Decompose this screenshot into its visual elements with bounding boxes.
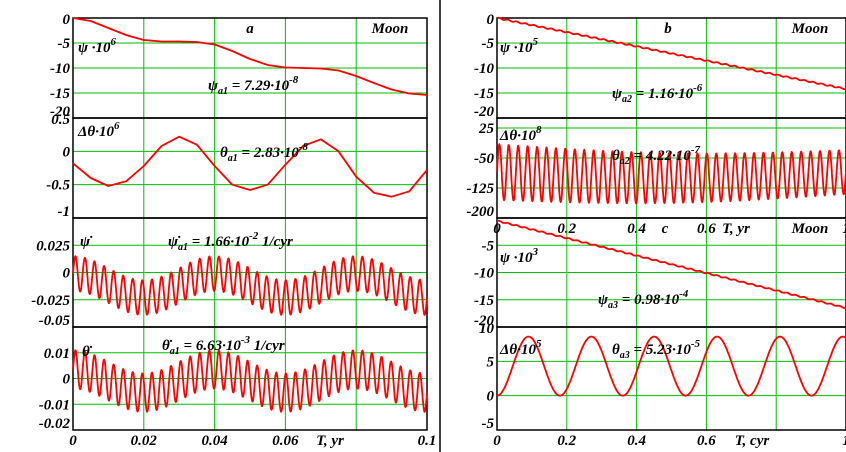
y-tick-label: 0.025	[36, 238, 70, 254]
series-line-c1	[496, 219, 846, 309]
y-axis-label: θ̇	[82, 344, 93, 360]
y-tick-label: -200	[467, 204, 495, 220]
plot-frame	[72, 117, 428, 219]
y-axis-label: Δθ·105	[499, 338, 542, 358]
panel-letter: a	[246, 21, 254, 37]
x-tick-label: 0.4	[627, 433, 646, 449]
y-tick-label: -0.025	[31, 293, 70, 309]
y-tick-label: 0	[63, 372, 71, 388]
body-label: Moon	[371, 21, 409, 37]
y-tick-label: 0	[63, 266, 71, 282]
series-line-a1	[72, 17, 428, 96]
series-line-a2	[72, 135, 428, 198]
y-axis-label: ψ ·105	[500, 36, 539, 56]
y-tick-label: 0	[487, 389, 495, 405]
plot-frame	[496, 326, 846, 431]
annotation: θa2 = 4.22·10-7	[612, 144, 701, 167]
x-axis-label: T, yr	[316, 433, 344, 449]
panel-c2	[496, 326, 846, 431]
y-tick-label: 0.5	[51, 112, 70, 128]
y-tick-label: -10	[474, 61, 494, 77]
y-tick-label: -0.05	[39, 313, 71, 329]
y-tick-label: -5	[482, 416, 495, 432]
annotation: θa3 = 5.23·10-5	[612, 338, 701, 361]
annotation: θa1 = 2.83·10-8	[220, 141, 309, 164]
y-tick-label: -5	[482, 36, 495, 52]
annotation: ψ̇a1 = 1.66·10-2 1/cyr	[168, 230, 293, 253]
y-tick-label: -125	[467, 181, 495, 197]
x-tick-label: 0	[493, 433, 501, 449]
plot-frame	[72, 326, 428, 431]
x-tick-label: 1	[842, 433, 846, 449]
x-axis-label: T, cyr	[735, 433, 770, 449]
panel-letter: c	[662, 221, 669, 237]
x-tick-label: 0.2	[557, 433, 576, 449]
body-label: Moon	[791, 221, 829, 237]
y-tick-label: -20	[474, 313, 494, 329]
y-tick-label: 0	[63, 144, 71, 160]
y-tick-label: -0.01	[39, 397, 70, 413]
x-tick-label: 0	[69, 433, 77, 449]
annotation: ψa3 = 0.98·10-4	[598, 288, 689, 311]
series-line-c2	[496, 335, 846, 397]
panel-a1	[72, 17, 428, 119]
series-line-a3	[72, 255, 428, 316]
annotation: θ̇a1 = 6.63·10-3 1/cyr	[162, 334, 285, 357]
annotation: ψa2 = 1.16·10-6	[612, 82, 703, 105]
y-tick-label: -5	[482, 238, 495, 254]
series-line-b2	[496, 143, 846, 205]
y-tick-label: 10	[479, 321, 495, 337]
y-tick-label: -0.5	[46, 178, 70, 194]
y-axis-label: Δθ·108	[499, 124, 542, 144]
y-tick-label: -20	[474, 104, 494, 120]
panel-a4	[72, 326, 428, 431]
x-tick-label: 0.06	[272, 433, 299, 449]
y-tick-label: -10	[50, 61, 70, 77]
y-tick-label: -20	[50, 104, 70, 120]
x-axis-label: T, yr	[722, 221, 750, 237]
y-tick-label: -15	[50, 86, 70, 102]
y-tick-label: 5	[487, 354, 495, 370]
y-tick-label: -1	[58, 204, 71, 220]
y-tick-label: 0	[63, 12, 71, 28]
y-tick-label: -5	[58, 36, 71, 52]
y-tick-label: -0.02	[39, 416, 71, 432]
y-tick-label: -10	[474, 266, 494, 282]
series-line-a4	[72, 349, 428, 413]
y-tick-label: 0.01	[44, 346, 70, 362]
x-tick-label: 0.02	[131, 433, 158, 449]
y-axis-label: ψ ·103	[500, 246, 539, 266]
annotation: ψa1 = 7.29·10-8	[208, 74, 299, 97]
y-axis-label: ψ ·106	[78, 36, 117, 56]
panel-a2	[72, 117, 428, 219]
y-axis-label: Δθ·106	[77, 120, 120, 140]
y-tick-label: -15	[474, 86, 494, 102]
x-tick-label: 0.04	[201, 433, 228, 449]
y-axis-label: ψ̇	[80, 234, 93, 250]
y-tick-label: -15	[474, 293, 494, 309]
panel-b2	[496, 117, 846, 219]
series-line-b1	[496, 16, 846, 91]
x-tick-label: 1	[842, 221, 846, 237]
y-tick-label: 0	[487, 12, 495, 28]
y-tick-label: -50	[474, 151, 494, 167]
panel-letter: b	[664, 21, 672, 37]
y-tick-label: 25	[478, 121, 495, 137]
x-tick-label: 0.6	[697, 433, 716, 449]
x-tick-label: 0.1	[418, 433, 437, 449]
body-label: Moon	[791, 21, 829, 37]
